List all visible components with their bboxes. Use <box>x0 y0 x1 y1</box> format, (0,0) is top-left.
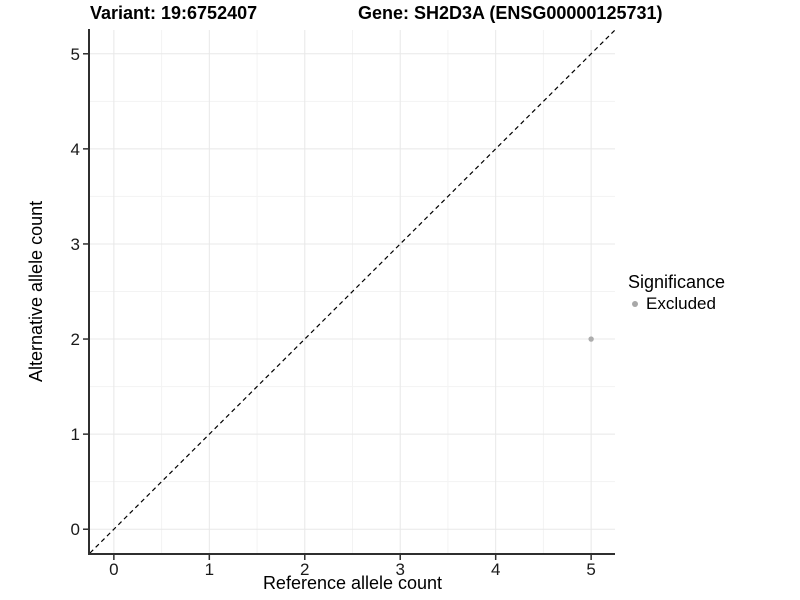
identity-line <box>89 29 616 554</box>
x-tick-label: 5 <box>586 560 595 579</box>
x-axis-title: Reference allele count <box>262 573 443 593</box>
legend-title: Significance <box>628 272 726 292</box>
plot-title-variant: Variant: 19:6752407 <box>90 3 258 23</box>
y-tick-label: 3 <box>71 235 80 254</box>
x-tick-label: 4 <box>491 560 500 579</box>
y-tick-label: 5 <box>71 45 80 64</box>
x-tick-label: 2 <box>300 560 309 579</box>
x-tick-label: 3 <box>395 560 404 579</box>
data-point <box>588 336 594 342</box>
y-tick-label: 0 <box>71 520 80 539</box>
x-tick-label: 1 <box>205 560 214 579</box>
y-axis-title: Alternative allele count <box>26 200 46 383</box>
legend-item-label: Excluded <box>646 294 716 313</box>
y-tick-label: 2 <box>71 330 80 349</box>
legend: Significance Excluded <box>628 272 725 313</box>
y-tick-label: 1 <box>71 425 80 444</box>
y-tick-label: 4 <box>71 140 80 159</box>
legend-item-excluded: Excluded <box>628 294 725 313</box>
x-tick-label: 0 <box>109 560 118 579</box>
legend-point-icon <box>632 300 638 307</box>
plot-title-gene: Gene: SH2D3A (ENSG00000125731) <box>358 3 663 23</box>
